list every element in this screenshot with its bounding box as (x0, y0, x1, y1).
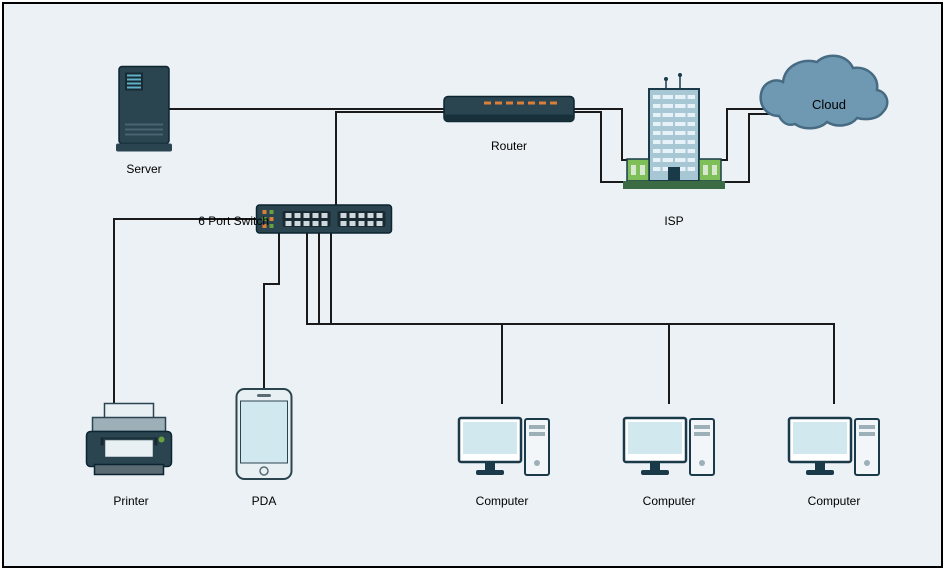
isp-label: ISP (654, 214, 694, 228)
printer-icon (87, 404, 172, 475)
router-label: Router (479, 139, 539, 153)
pda-label: PDA (244, 494, 284, 508)
computer-icon (459, 418, 549, 475)
switch-label: 6 Port Switch (169, 214, 269, 228)
diagram-background: Cloud Server Router ISP 6 Port Switch Pr… (2, 2, 943, 568)
printer-label: Printer (101, 494, 161, 508)
router-icon (444, 97, 574, 122)
pda-icon (237, 389, 292, 479)
cloud-icon: Cloud (761, 56, 888, 129)
comp1-label: Computer (467, 494, 537, 508)
comp3-label: Computer (799, 494, 869, 508)
computer-icon (624, 418, 714, 475)
network-diagram: Cloud Server Router ISP 6 Port Switch Pr… (0, 0, 945, 570)
network-nodes: Cloud (4, 4, 945, 570)
switch-icon (257, 205, 392, 233)
svg-text:Cloud: Cloud (812, 97, 846, 112)
computer-icon (789, 418, 879, 475)
isp-icon (623, 73, 725, 189)
server-icon (116, 67, 172, 152)
comp2-label: Computer (634, 494, 704, 508)
server-label: Server (114, 162, 174, 176)
